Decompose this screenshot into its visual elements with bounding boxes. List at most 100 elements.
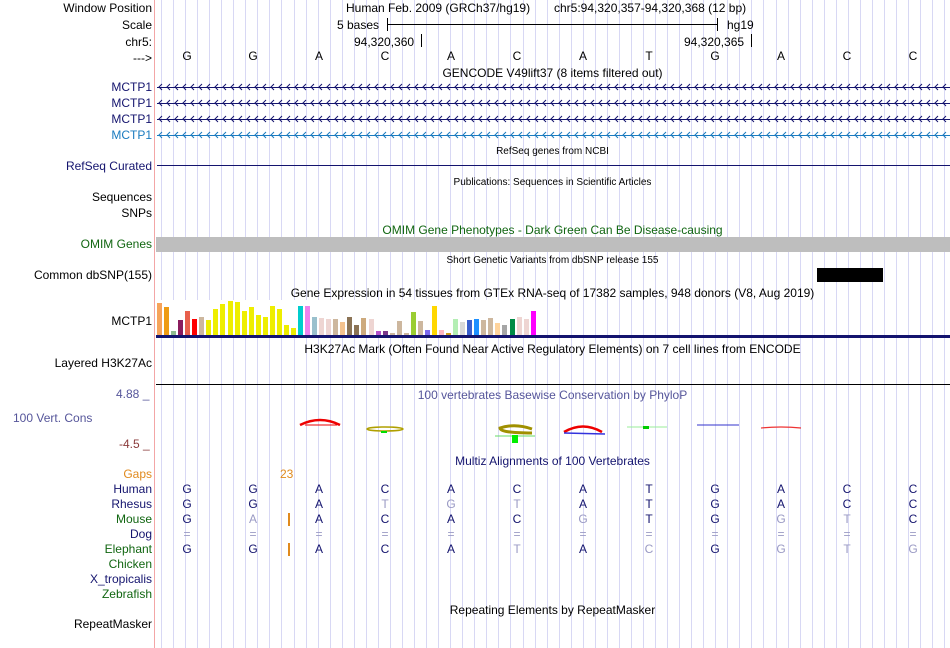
gtex-tissue-bar[interactable] bbox=[227, 301, 233, 335]
gtex-tissue-bar[interactable] bbox=[361, 318, 367, 335]
grid-line bbox=[824, 0, 825, 648]
gtex-gene-bar[interactable] bbox=[156, 335, 950, 338]
publications-track-title: Publications: Sequences in Scientific Ar… bbox=[453, 177, 652, 188]
gtex-tissue-bar[interactable] bbox=[389, 333, 395, 335]
gtex-tissue-bar[interactable] bbox=[192, 319, 198, 335]
gtex-tissue-bar[interactable] bbox=[354, 325, 360, 335]
gtex-tissue-bar[interactable] bbox=[467, 320, 473, 335]
refseq-track-label[interactable]: RefSeq Curated bbox=[65, 159, 152, 173]
publications-label-snps[interactable]: SNPs bbox=[121, 206, 152, 220]
gencode-transcript-line[interactable] bbox=[157, 103, 950, 104]
gencode-transcript-label[interactable]: MCTP1 bbox=[111, 112, 152, 126]
gtex-tissue-bar[interactable] bbox=[502, 325, 508, 335]
repeatmasker-track-label[interactable]: RepeatMasker bbox=[73, 617, 152, 631]
gtex-tissue-bar[interactable] bbox=[474, 319, 480, 335]
dbsnp-track-label[interactable]: Common dbSNP(155) bbox=[33, 268, 152, 282]
gtex-tissue-bar[interactable] bbox=[241, 311, 247, 335]
multiz-species-label[interactable]: Elephant bbox=[104, 542, 152, 556]
gtex-tissue-bar[interactable] bbox=[319, 318, 325, 335]
phylop-logo-area[interactable] bbox=[155, 410, 950, 445]
multiz-species-label[interactable]: Dog bbox=[129, 527, 152, 541]
gtex-tissue-bar[interactable] bbox=[262, 317, 268, 335]
multiz-aligned-base: = bbox=[249, 527, 257, 541]
gtex-tissue-bar[interactable] bbox=[269, 306, 275, 335]
gtex-tissue-bar[interactable] bbox=[234, 302, 240, 335]
gtex-tissue-bar[interactable] bbox=[396, 321, 402, 335]
gtex-tissue-bar[interactable] bbox=[410, 312, 416, 335]
gtex-tissue-bar[interactable] bbox=[509, 319, 515, 335]
gtex-tissue-bar[interactable] bbox=[460, 322, 466, 335]
gencode-transcript-label[interactable]: MCTP1 bbox=[111, 96, 152, 110]
window-position-label: Window Position bbox=[63, 1, 152, 15]
dbsnp-variant-block[interactable] bbox=[817, 268, 883, 282]
gtex-tissue-bar[interactable] bbox=[431, 306, 437, 335]
omim-track-label[interactable]: OMIM Genes bbox=[80, 237, 152, 251]
gtex-bar-chart[interactable] bbox=[156, 300, 536, 335]
multiz-species-label[interactable]: X_tropicalis bbox=[89, 572, 152, 586]
gencode-transcript-line[interactable] bbox=[157, 119, 950, 120]
gtex-track-label[interactable]: MCTP1 bbox=[111, 314, 152, 328]
h3k27ac-track-label[interactable]: Layered H3K27Ac bbox=[54, 356, 152, 370]
gtex-tissue-bar[interactable] bbox=[340, 322, 346, 335]
gencode-transcript-label[interactable]: MCTP1 bbox=[111, 128, 152, 142]
gtex-tissue-bar[interactable] bbox=[453, 319, 459, 335]
gtex-tissue-bar[interactable] bbox=[220, 304, 226, 335]
multiz-species-label[interactable]: Rhesus bbox=[111, 497, 152, 511]
gtex-tissue-bar[interactable] bbox=[523, 319, 529, 335]
gtex-tissue-bar[interactable] bbox=[283, 325, 289, 335]
gencode-transcript-line[interactable] bbox=[157, 87, 950, 88]
grid-line bbox=[944, 0, 945, 648]
gtex-tissue-bar[interactable] bbox=[481, 320, 487, 335]
gencode-transcript-label[interactable]: MCTP1 bbox=[111, 80, 152, 94]
gtex-tissue-bar[interactable] bbox=[417, 321, 423, 335]
gtex-tissue-bar[interactable] bbox=[178, 320, 184, 335]
gtex-tissue-bar[interactable] bbox=[290, 328, 296, 335]
gtex-tissue-bar[interactable] bbox=[530, 311, 536, 335]
gtex-tissue-bar[interactable] bbox=[213, 309, 219, 335]
gtex-tissue-bar[interactable] bbox=[495, 323, 501, 335]
grid-line bbox=[691, 0, 692, 648]
grid-line bbox=[884, 0, 885, 648]
gtex-tissue-bar[interactable] bbox=[488, 318, 494, 335]
gtex-tissue-bar[interactable] bbox=[248, 307, 254, 335]
gtex-tissue-bar[interactable] bbox=[206, 320, 212, 335]
publications-label-sequences[interactable]: Sequences bbox=[91, 190, 152, 204]
multiz-species-label[interactable]: Mouse bbox=[115, 512, 152, 526]
gtex-tissue-bar[interactable] bbox=[171, 331, 177, 335]
omim-gene-bar[interactable] bbox=[156, 237, 950, 252]
gencode-transcript-line[interactable] bbox=[157, 135, 950, 136]
gtex-tissue-bar[interactable] bbox=[368, 319, 374, 335]
gtex-tissue-bar[interactable] bbox=[326, 319, 332, 335]
gtex-tissue-bar[interactable] bbox=[446, 333, 452, 335]
gtex-tissue-bar[interactable] bbox=[375, 331, 381, 335]
gtex-tissue-bar[interactable] bbox=[305, 306, 311, 335]
grid-line bbox=[896, 0, 897, 648]
gtex-tissue-bar[interactable] bbox=[439, 330, 444, 335]
multiz-aligned-base: G bbox=[446, 497, 456, 511]
gtex-tissue-bar[interactable] bbox=[255, 315, 261, 335]
multiz-species-label[interactable]: Zebrafish bbox=[101, 587, 152, 601]
gtex-tissue-bar[interactable] bbox=[157, 303, 162, 335]
gtex-tissue-bar[interactable] bbox=[347, 317, 353, 335]
multiz-species-label[interactable]: Chicken bbox=[108, 557, 152, 571]
gtex-tissue-bar[interactable] bbox=[516, 317, 522, 335]
gtex-tissue-bar[interactable] bbox=[185, 311, 191, 335]
strand-label[interactable]: ---> bbox=[133, 51, 152, 65]
gtex-tissue-bar[interactable] bbox=[403, 333, 409, 335]
phylop-track-label[interactable]: 100 Vert. Cons bbox=[13, 411, 93, 425]
gtex-tissue-bar[interactable] bbox=[298, 306, 303, 335]
grid-line bbox=[607, 0, 608, 648]
gtex-tissue-bar[interactable] bbox=[276, 309, 282, 335]
gtex-tissue-bar[interactable] bbox=[424, 330, 430, 335]
gtex-tissue-bar[interactable] bbox=[333, 319, 339, 335]
coord-right: 94,320,365 bbox=[684, 35, 745, 49]
gtex-tissue-bar[interactable] bbox=[312, 317, 318, 335]
gtex-tissue-bar[interactable] bbox=[199, 317, 205, 335]
phylop-glyph-c1 bbox=[366, 426, 404, 432]
gtex-tissue-bar[interactable] bbox=[382, 331, 388, 335]
gtex-tissue-bar[interactable] bbox=[164, 307, 170, 335]
multiz-species-label[interactable]: Human bbox=[113, 482, 152, 496]
phylop-glyph-g3 bbox=[643, 426, 649, 429]
refseq-gene-line[interactable] bbox=[157, 165, 950, 166]
gencode-track-title[interactable]: GENCODE V49lift37 (8 items filtered out) bbox=[442, 66, 663, 80]
